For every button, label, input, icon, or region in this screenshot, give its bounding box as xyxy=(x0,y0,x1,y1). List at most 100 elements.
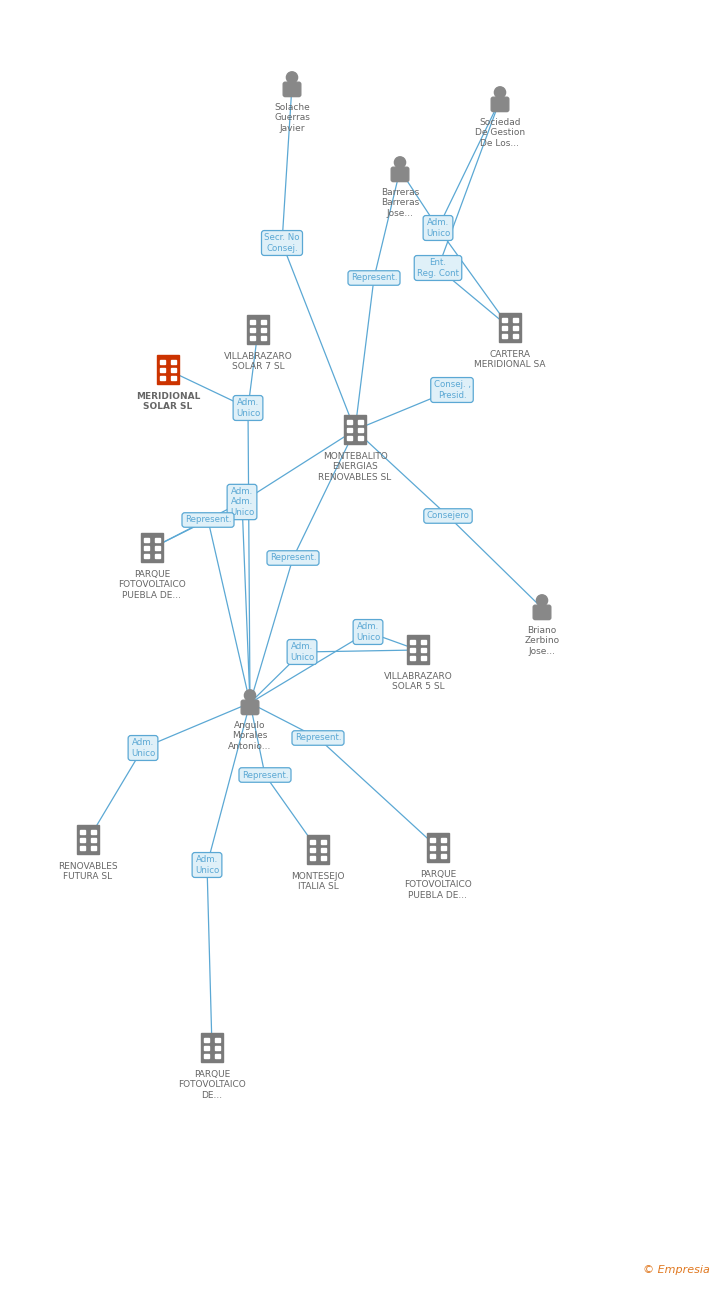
Text: PARQUE
FOTOVOLTAICO
PUEBLA DE...: PARQUE FOTOVOLTAICO PUEBLA DE... xyxy=(404,869,472,900)
Bar xyxy=(358,428,363,432)
Bar xyxy=(261,335,266,339)
Bar xyxy=(160,368,165,372)
Text: MONTESEJO
ITALIA SL: MONTESEJO ITALIA SL xyxy=(291,872,345,891)
Circle shape xyxy=(245,690,256,700)
Bar xyxy=(247,315,269,344)
Bar xyxy=(155,546,160,550)
Bar xyxy=(321,855,326,860)
Bar xyxy=(80,846,84,850)
Text: Adm.
Adm.
Unico: Adm. Adm. Unico xyxy=(230,488,254,517)
Text: MERIDIONAL
SOLAR SL: MERIDIONAL SOLAR SL xyxy=(136,392,200,412)
Text: Secr. No
Consej.: Secr. No Consej. xyxy=(264,233,300,253)
Bar xyxy=(144,546,149,550)
Text: Represent.: Represent. xyxy=(242,770,288,779)
Bar xyxy=(215,1054,220,1058)
Text: Ent.
Reg. Cont: Ent. Reg. Cont xyxy=(417,258,459,277)
Circle shape xyxy=(494,86,506,98)
Text: Sociedad
De Gestion
De Los...: Sociedad De Gestion De Los... xyxy=(475,117,525,148)
Bar xyxy=(410,655,415,659)
Bar xyxy=(215,1046,220,1050)
Text: Solache
Guerras
Javier: Solache Guerras Javier xyxy=(274,103,310,133)
FancyBboxPatch shape xyxy=(241,700,258,715)
Text: Adm.
Unico: Adm. Unico xyxy=(236,399,260,418)
Bar xyxy=(250,320,255,324)
Bar xyxy=(310,848,314,851)
Text: Represent.: Represent. xyxy=(270,553,316,562)
Text: VILLABRAZARO
SOLAR 7 SL: VILLABRAZARO SOLAR 7 SL xyxy=(223,352,293,372)
Bar xyxy=(250,328,255,332)
Bar xyxy=(430,838,435,842)
Bar xyxy=(204,1054,209,1058)
Bar xyxy=(91,831,96,835)
Bar xyxy=(155,538,160,542)
Text: Consejero: Consejero xyxy=(427,512,470,520)
Text: Adm.
Unico: Adm. Unico xyxy=(356,622,380,641)
Bar xyxy=(441,838,446,842)
Text: Adm.
Unico: Adm. Unico xyxy=(290,642,314,662)
Bar xyxy=(171,360,176,364)
Bar xyxy=(427,833,449,862)
Bar xyxy=(160,360,165,364)
Text: Adm.
Unico: Adm. Unico xyxy=(131,738,155,757)
Circle shape xyxy=(395,157,405,168)
Bar xyxy=(144,538,149,542)
Text: Represent.: Represent. xyxy=(351,273,397,283)
Bar xyxy=(76,824,100,854)
Text: Adm.
Unico: Adm. Unico xyxy=(195,855,219,875)
Bar xyxy=(321,840,326,844)
Bar xyxy=(310,855,314,860)
Bar xyxy=(441,846,446,850)
Bar xyxy=(306,835,330,864)
Text: RENOVABLES
FUTURA SL: RENOVABLES FUTURA SL xyxy=(58,862,118,881)
Bar xyxy=(513,326,518,330)
Bar xyxy=(144,553,149,557)
Bar xyxy=(310,840,314,844)
Bar xyxy=(91,838,96,842)
Text: PARQUE
FOTOVOLTAICO
DE...: PARQUE FOTOVOLTAICO DE... xyxy=(178,1069,246,1100)
Bar xyxy=(215,1038,220,1042)
Text: Represent.: Represent. xyxy=(185,516,232,525)
FancyBboxPatch shape xyxy=(391,168,409,182)
Text: Adm.
Unico: Adm. Unico xyxy=(426,218,450,237)
Bar xyxy=(141,533,164,562)
Text: Consej. ,
Presid.: Consej. , Presid. xyxy=(433,381,470,400)
Bar xyxy=(204,1038,209,1042)
Bar xyxy=(160,375,165,379)
Bar xyxy=(347,428,352,432)
Text: PARQUE
FOTOVOLTAICO
PUEBLA DE...: PARQUE FOTOVOLTAICO PUEBLA DE... xyxy=(118,570,186,600)
Bar xyxy=(358,436,363,440)
Bar xyxy=(422,648,426,651)
Circle shape xyxy=(286,72,298,83)
Bar xyxy=(261,328,266,332)
Bar xyxy=(513,319,518,322)
Bar xyxy=(502,326,507,330)
Text: Barreras
Barreras
Jose...: Barreras Barreras Jose... xyxy=(381,188,419,218)
Bar xyxy=(430,846,435,850)
FancyBboxPatch shape xyxy=(533,605,551,619)
Bar xyxy=(358,421,363,424)
Bar xyxy=(91,846,96,850)
Bar xyxy=(410,640,415,644)
FancyBboxPatch shape xyxy=(491,97,509,112)
Bar xyxy=(200,1033,223,1062)
Bar xyxy=(502,319,507,322)
Bar xyxy=(157,355,180,384)
Bar xyxy=(250,335,255,339)
Bar xyxy=(422,655,426,659)
Bar xyxy=(406,635,430,664)
FancyBboxPatch shape xyxy=(283,83,301,97)
Bar xyxy=(502,334,507,338)
Bar xyxy=(441,854,446,858)
Bar xyxy=(513,334,518,338)
Bar xyxy=(80,838,84,842)
Bar xyxy=(204,1046,209,1050)
Bar xyxy=(347,436,352,440)
Bar xyxy=(261,320,266,324)
Bar xyxy=(422,640,426,644)
Text: MONTEBALITO
ENERGIAS
RENOVABLES SL: MONTEBALITO ENERGIAS RENOVABLES SL xyxy=(318,451,392,481)
Text: © Empresia: © Empresia xyxy=(643,1265,710,1275)
Bar xyxy=(171,368,176,372)
Text: Represent.: Represent. xyxy=(295,734,341,743)
Bar xyxy=(171,375,176,379)
Text: VILLABRAZARO
SOLAR 5 SL: VILLABRAZARO SOLAR 5 SL xyxy=(384,672,452,691)
